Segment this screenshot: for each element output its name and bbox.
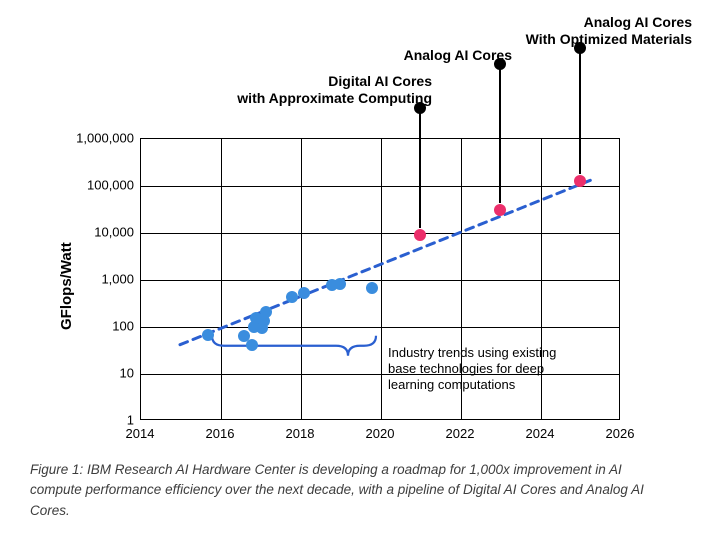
industry-point <box>298 287 310 299</box>
ytick-label: 10 <box>54 366 134 381</box>
industry-point <box>260 306 272 318</box>
grid-line-h <box>141 186 619 187</box>
callout-line <box>419 108 421 228</box>
analog-point <box>494 204 506 216</box>
ytick-label: 100 <box>54 319 134 334</box>
industry-point <box>286 291 298 303</box>
xtick-label: 2020 <box>366 426 395 441</box>
grid-line-h <box>141 280 619 281</box>
analog-point <box>574 175 586 187</box>
callout-label: Analog AI Cores <box>404 47 512 64</box>
grid-line-v <box>381 139 382 419</box>
industry-point <box>366 282 378 294</box>
callout-line <box>499 64 501 203</box>
trend-annotation: Industry trends using existing base tech… <box>388 345 558 394</box>
grid-line-h <box>141 233 619 234</box>
ytick-label: 1 <box>54 413 134 428</box>
grid-line-h <box>141 327 619 328</box>
industry-point <box>202 329 214 341</box>
figure-caption: Figure 1: IBM Research AI Hardware Cente… <box>30 460 675 521</box>
ytick-label: 100,000 <box>54 178 134 193</box>
xtick-label: 2022 <box>446 426 475 441</box>
industry-point <box>246 339 258 351</box>
callout-label: Analog AI Cores With Optimized Materials <box>526 14 692 48</box>
xtick-label: 2018 <box>286 426 315 441</box>
ytick-label: 1,000 <box>54 272 134 287</box>
industry-point <box>334 278 346 290</box>
callout-label: Digital AI Cores with Approximate Comput… <box>237 73 432 107</box>
grid-line-v <box>221 139 222 419</box>
ytick-label: 1,000,000 <box>54 131 134 146</box>
xtick-label: 2016 <box>206 426 235 441</box>
figure-container: { "chart": { "type": "scatter", "scale_y… <box>0 0 705 546</box>
xtick-label: 2026 <box>606 426 635 441</box>
analog-point <box>414 229 426 241</box>
xtick-label: 2014 <box>126 426 155 441</box>
ytick-label: 10,000 <box>54 225 134 240</box>
grid-line-v <box>301 139 302 419</box>
xtick-label: 2024 <box>526 426 555 441</box>
callout-line <box>579 48 581 174</box>
